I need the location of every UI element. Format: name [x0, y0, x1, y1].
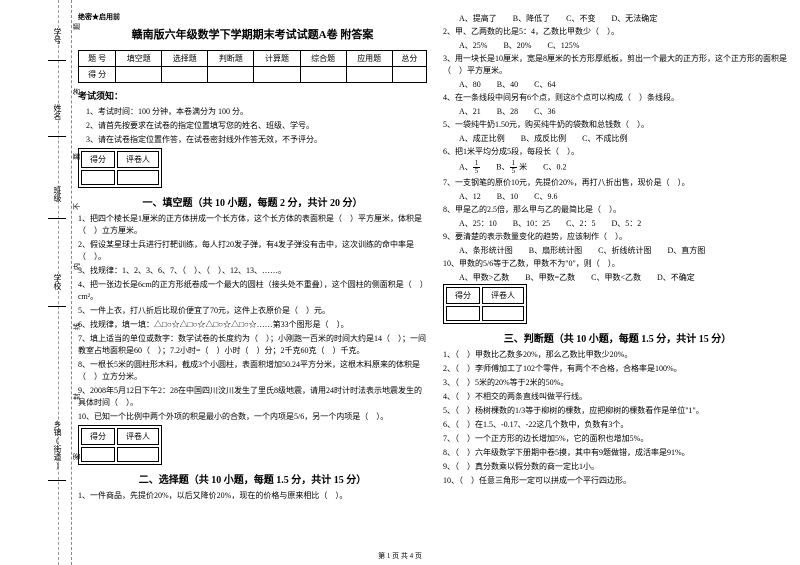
- question: 8、一根长5米的圆柱形木料，截成3个小圆柱，表面积增加50.24平方分米，这根木…: [78, 359, 427, 383]
- question: 5、一袋纯牛奶1.50元，购买纯牛奶的袋数和总钱数（ ）。: [443, 119, 792, 131]
- review-person: 评卷人: [117, 151, 159, 168]
- score-table: 题 号填空题选择题判断题计算题综合题应用题总分 得 分: [78, 50, 427, 83]
- underline: [48, 218, 66, 219]
- question: 1、（ ）甲数比乙数多20%，那么乙数比甲数少20%。: [443, 349, 792, 361]
- options: A、25% B、20% C、125%: [459, 40, 792, 51]
- question: 6、找规律，填一填：△□○☆△□○☆△□○☆△□○☆……第33个图形是（ ）。: [78, 319, 427, 331]
- question: 1、一件商品，先提价20%，以后又降价20%，现在的价格与原来相比（ ）。: [78, 490, 427, 502]
- score-cell[interactable]: [392, 67, 426, 83]
- question: 3、用一块长是10厘米，宽是8厘米的长方形厚纸板，剪出一个最大的正方形，这个正方…: [443, 53, 792, 77]
- options: A、12 B、10 C、9.6: [459, 191, 792, 202]
- options: A、条形统计图 B、扇形统计图 C、折线统计图 D、直方图: [459, 245, 792, 256]
- section-2-heading: 二、选择题（共 10 小题，每题 1.5 分，共计 15 分）: [78, 471, 427, 486]
- question: 10、甲数的5/6等于乙数，甲数不为"0"，则（ ）。: [443, 258, 792, 270]
- underline: [48, 480, 66, 481]
- score-col: 综合题: [300, 51, 346, 67]
- question: 2、甲、乙两数的比是5：4，乙数比甲数少（ ）。: [443, 26, 792, 38]
- options: A、甲数>乙数 B、甲数=乙数 C、甲数<乙数 D、不确定: [459, 272, 792, 283]
- question: 1、把四个棱长是1厘米的正方体拼成一个长方体，这个长方体的表面积是（ ）平方厘米…: [78, 213, 427, 237]
- options: A、80 B、40 C、64: [459, 79, 792, 90]
- score-cell[interactable]: [346, 67, 392, 83]
- review-box: 得分 评卷人: [78, 425, 162, 465]
- review-score: 得分: [81, 151, 115, 168]
- label-name: 姓名: [52, 104, 63, 120]
- score-col: 计算题: [254, 51, 300, 67]
- review-box: 得分 评卷人: [78, 148, 162, 188]
- score-col: 选择题: [162, 51, 208, 67]
- options: A、25：10 B、10：25 C、2：5 D、5：2: [459, 218, 792, 229]
- review-person: 评卷人: [117, 428, 159, 445]
- score-cell[interactable]: [162, 67, 208, 83]
- score-col: 总分: [392, 51, 426, 67]
- question: 7、一支钢笔的原价10元，先提价20%，再打八折出售，现价是（ ）。: [443, 177, 792, 189]
- review-box: 得分 评卷人: [443, 284, 527, 324]
- question: 6、（ ）在1.5、-0.17、-22这几个数中，负数有3个。: [443, 419, 792, 431]
- right-column: A、提高了 B、降低了 C、不变 D、无法确定 2、甲、乙两数的比是5：4，乙数比…: [443, 12, 792, 504]
- secret-label: 绝密★启用前: [78, 12, 427, 22]
- question: 4、在一条线段中间另有6个点，则这8个点可以构成（ ）条线段。: [443, 92, 792, 104]
- question: 5、（ ）杨树棵数的1/3等于柳树的棵数，应把柳树的棵数看作是单位"1"。: [443, 405, 792, 417]
- question: 4、（ ）不相交的两条直线叫做平行线。: [443, 391, 792, 403]
- review-score: 得分: [446, 287, 480, 304]
- score-col: 题 号: [79, 51, 116, 67]
- question: 9、（ ）真分数乘以假分数的商一定比1小。: [443, 461, 792, 473]
- question: 10、已知一个比例中两个外项的积是最小的合数，一个内项是5/6，另一个内项是（ …: [78, 411, 427, 423]
- section-3-heading: 三、判断题（共 10 小题，每题 1.5 分，共计 15 分）: [443, 330, 792, 345]
- question: 6、把1米平均分成5段，每段长（ ）。: [443, 146, 792, 158]
- label-class: 班级: [52, 186, 63, 202]
- review-person: 评卷人: [482, 287, 524, 304]
- score-col: 应用题: [346, 51, 392, 67]
- review-score: 得分: [81, 428, 115, 445]
- section-1-heading: 一、填空题（共 10 小题，每题 2 分，共计 20 分）: [78, 194, 427, 209]
- label-town: 乡镇(街道): [52, 420, 63, 470]
- score-label: 得 分: [79, 67, 116, 83]
- options: A、提高了 B、降低了 C、不变 D、无法确定: [459, 13, 792, 24]
- underline: [48, 60, 66, 61]
- question: 4、把一张边长是6cm的正方形纸卷成一个最大的圆柱（接头处不重叠），这个圆柱的侧…: [78, 279, 427, 303]
- page-footer: 第 1 页 共 4 页: [0, 551, 800, 561]
- score-cell[interactable]: [254, 67, 300, 83]
- question: 8、（ ）六年级数学下册期中卷5摸，其中有9题做错，成活率是91%。: [443, 447, 792, 459]
- exam-title: 赣南版六年级数学下学期期末考试试题A卷 附答案: [78, 26, 427, 42]
- question: 9、2008年5月12日下午2：28在中国四川汶川发生了里氏8级地震，请用24时…: [78, 385, 427, 409]
- score-cell[interactable]: [208, 67, 254, 83]
- options: A、21 B、28 C、36: [459, 106, 792, 117]
- question: 2、（ ）李师傅加工了102个零件，有两个不合格，合格率是100%。: [443, 363, 792, 375]
- binding-sidebar: 学号 姓名 班级 学校 乡镇(街道) 题 答 要 不 内 线 封 密: [0, 0, 72, 565]
- notice-item: 2、请首先按要求在试卷的指定位置填写您的姓名、班级、学号。: [86, 120, 427, 131]
- score-cell[interactable]: [116, 67, 162, 83]
- underline: [48, 306, 66, 307]
- options: A、成正比例 B、成反比例 C、不成比例: [459, 133, 792, 144]
- score-col: 填空题: [116, 51, 162, 67]
- score-col: 判断题: [208, 51, 254, 67]
- label-student-id: 学号: [52, 28, 63, 44]
- notice-heading: 考试须知：: [78, 89, 427, 102]
- question: 2、假设某星球士兵进行打靶训练，每人打20发子弹，有4发子弹没有击中，这次训练的…: [78, 239, 427, 263]
- question: 10、（ ）任意三角形一定可以拼成一个平行四边形。: [443, 475, 792, 487]
- question: 3、找规律：1、2、3、6、7、（ ）、（ ）、12、13、……。: [78, 265, 427, 277]
- options: A、15 B、15 米 C、0.2: [459, 160, 792, 175]
- question: 7、（ ）一个正方形的边长增加5%，它的面积也增加5%。: [443, 433, 792, 445]
- page-content: 绝密★启用前 赣南版六年级数学下学期期末考试试题A卷 附答案 题 号填空题选择题…: [78, 12, 792, 504]
- underline: [48, 136, 66, 137]
- left-column: 绝密★启用前 赣南版六年级数学下学期期末考试试题A卷 附答案 题 号填空题选择题…: [78, 12, 427, 504]
- question: 3、（ ）5米的20%等于2米的50%。: [443, 377, 792, 389]
- notice-item: 1、考试时间：100 分钟，本卷满分为 100 分。: [86, 106, 427, 117]
- score-cell[interactable]: [300, 67, 346, 83]
- notice-item: 3、请在试卷指定位置作答，在试卷密封线外作答无效，不予评分。: [86, 134, 427, 145]
- question: 5、一件上衣，打八折后比现价便宜了70元，这件上衣原价是（ ）元。: [78, 305, 427, 317]
- question: 7、填上适当的单位或数字：数学试卷的长度约为（ ）；小刚跑一百米的时间大约是14…: [78, 333, 427, 357]
- question: 8、甲是乙的2.5倍，那么甲与乙的最简比是（ ）。: [443, 204, 792, 216]
- label-school: 学校: [52, 274, 63, 290]
- question: 9、要清楚的表示数量变化的趋势，应该制作（ ）。: [443, 231, 792, 243]
